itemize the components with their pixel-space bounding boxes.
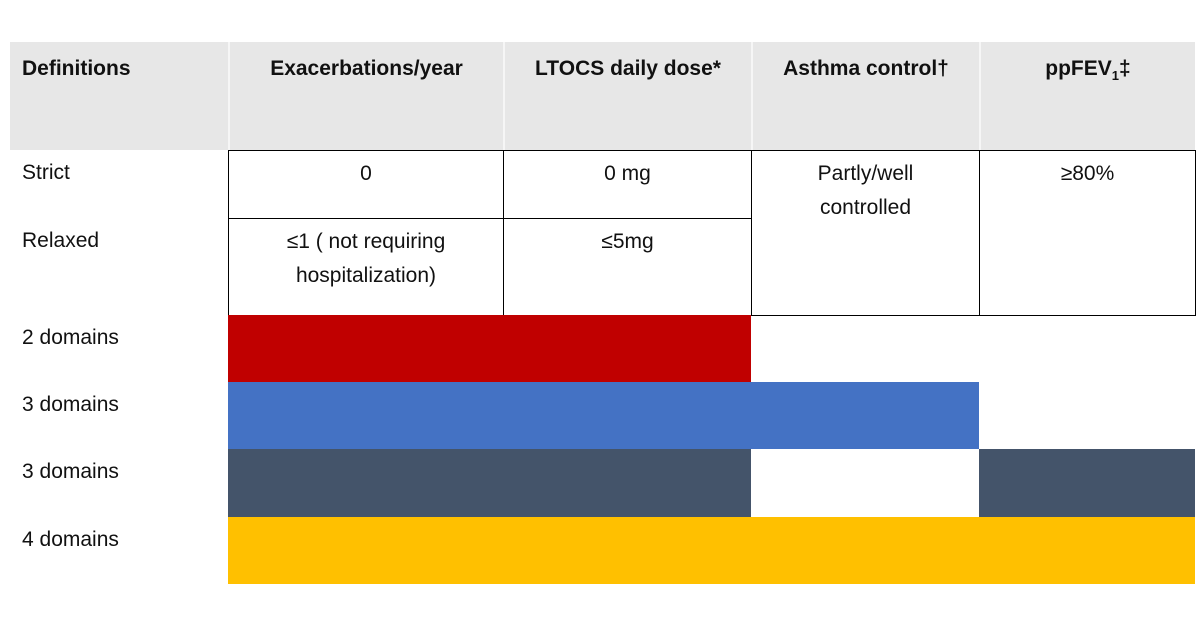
row-label: Strict xyxy=(22,161,70,184)
cell: Partly/well controlled xyxy=(751,150,980,316)
cell: ≤5mg xyxy=(503,218,752,316)
header-cell: ppFEV1‡ xyxy=(979,42,1195,150)
cell: ≤1 ( not requiring hospitalization) xyxy=(228,218,504,316)
domain-bar xyxy=(228,449,751,517)
header-subscript: 1 xyxy=(1111,68,1120,84)
domain-label: 4 domains xyxy=(22,528,119,551)
domain-bar xyxy=(228,517,1195,584)
cell: ≥80% xyxy=(979,150,1196,316)
domain-label: 3 domains xyxy=(22,460,119,483)
domain-bar xyxy=(228,315,751,382)
header-cell: Asthma control† xyxy=(751,42,979,150)
header-text: ppFEV xyxy=(1045,57,1112,80)
header-cell: Exacerbations/year xyxy=(228,42,503,150)
domain-label: 2 domains xyxy=(22,326,119,349)
header-cell: Definitions xyxy=(10,42,228,150)
header-cell: LTOCS daily dose* xyxy=(503,42,751,150)
row-label: Relaxed xyxy=(22,229,100,252)
header-text: ‡ xyxy=(1119,57,1131,80)
cell: 0 mg xyxy=(503,150,752,219)
domain-bar xyxy=(228,382,979,449)
cell: 0 xyxy=(228,150,504,219)
domain-label: 3 domains xyxy=(22,393,119,416)
domain-bar xyxy=(979,449,1195,517)
